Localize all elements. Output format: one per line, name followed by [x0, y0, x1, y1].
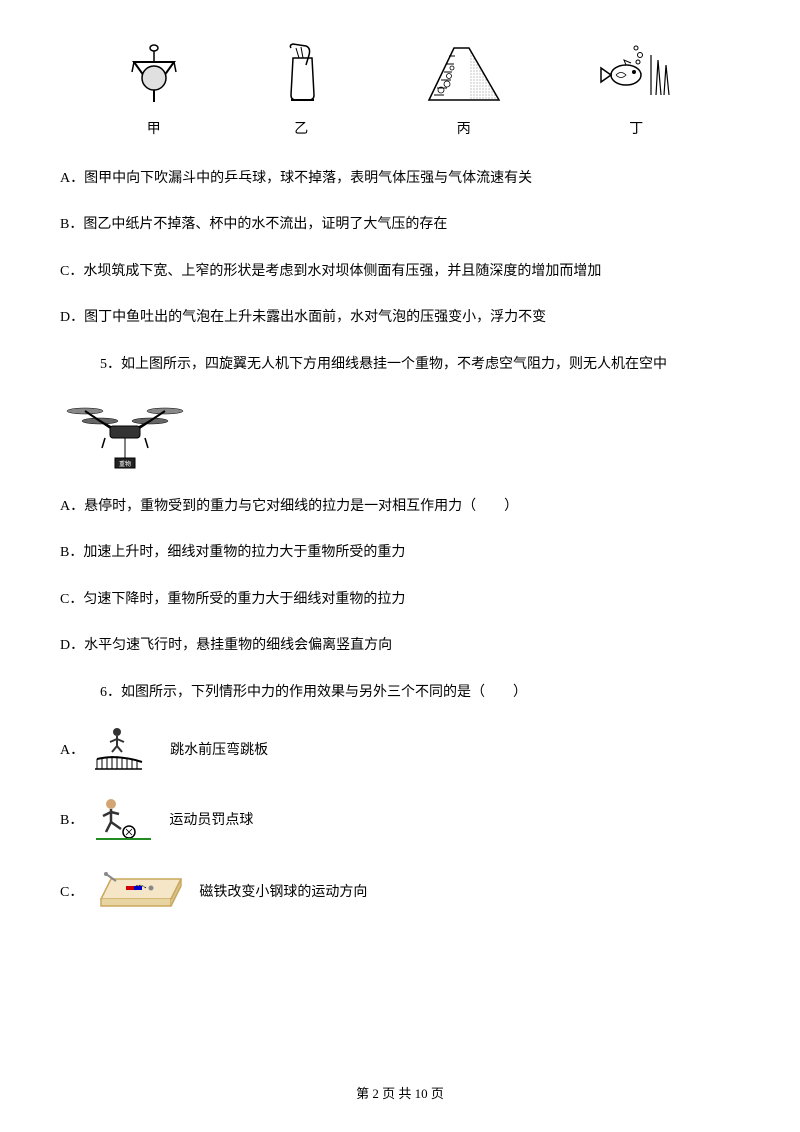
figure-yi: 乙 [271, 40, 331, 138]
dam-icon [419, 40, 509, 110]
q6-b-prefix: B． [60, 809, 83, 829]
fish-icon [596, 40, 676, 110]
q4-option-c: C．水坝筑成下宽、上窄的形状是考虑到水对坝体侧面有压强，并且随深度的增加而增加 [60, 261, 740, 283]
figure-bing: 丙 [419, 40, 509, 138]
cup-hand-icon [271, 40, 331, 110]
q5-option-c: C．匀速下降时，重物所受的重力大于细线对重物的拉力 [60, 589, 740, 611]
q6-b-text: 运动员罚点球 [169, 809, 253, 829]
figure-label-bing: 丙 [457, 118, 471, 138]
q6-a-prefix: A． [60, 739, 84, 759]
figure-label-ding: 丁 [629, 118, 643, 138]
q5-option-d: D．水平匀速飞行时，悬挂重物的细线会偏离竖直方向 [60, 635, 740, 657]
figure-label-jia: 甲 [147, 118, 161, 138]
svg-text:重物: 重物 [119, 460, 131, 468]
q4-option-d: D．图丁中鱼吐出的气泡在上升未露出水面前，水对气泡的压强变小，浮力不变 [60, 307, 740, 329]
q6-option-c: C． 磁铁改变小钢球的运动方向 [60, 864, 740, 919]
q4-option-a: A．图甲中向下吹漏斗中的乒乓球，球不掉落，表明气体压强与气体流速有关 [60, 168, 740, 190]
diving-board-icon [92, 724, 162, 774]
q6-option-a: A． 跳水前压弯跳板 [60, 724, 740, 774]
funnel-ball-icon [124, 40, 184, 110]
q6-c-text: 磁铁改变小钢球的运动方向 [199, 881, 367, 901]
magnet-table-icon [91, 864, 191, 919]
q5-option-b: B．加速上升时，细线对重物的拉力大于重物所受的重力 [60, 542, 740, 564]
q5-option-a: A．悬停时，重物受到的重力与它对细线的拉力是一对相互作用力（ ） [60, 496, 740, 518]
figure-label-yi: 乙 [294, 118, 308, 138]
q6-option-b: B． 运动员罚点球 [60, 794, 740, 844]
figure-jia: 甲 [124, 40, 184, 138]
q6-c-prefix: C． [60, 881, 83, 901]
kick-ball-icon [91, 794, 161, 844]
drone-figure: 重物 [60, 396, 740, 476]
q6-stem: 6．如图所示，下列情形中力的作用效果与另外三个不同的是（ ） [100, 682, 740, 704]
q5-stem: 5．如上图所示，四旋翼无人机下方用细线悬挂一个重物，不考虑空气阻力，则无人机在空… [100, 354, 740, 376]
figures-row: 甲 乙 丙 [60, 40, 740, 138]
q6-a-text: 跳水前压弯跳板 [170, 739, 268, 759]
q4-option-b: B．图乙中纸片不掉落、杯中的水不流出，证明了大气压的存在 [60, 214, 740, 236]
drone-icon: 重物 [60, 396, 190, 476]
page-footer: 第 2 页 共 10 页 [0, 1083, 800, 1102]
figure-ding: 丁 [596, 40, 676, 138]
